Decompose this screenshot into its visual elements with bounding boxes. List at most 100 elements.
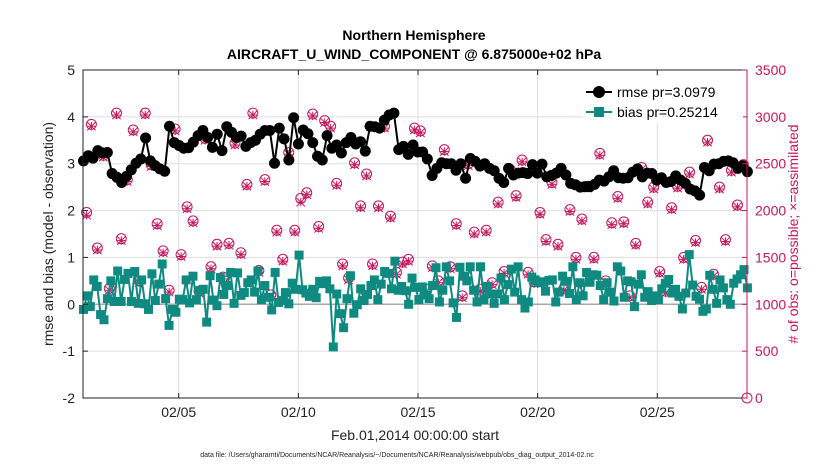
bias-point (486, 289, 496, 299)
obs-assimilated-point (260, 176, 270, 187)
rmse-point (421, 153, 433, 165)
bias-point (407, 273, 417, 283)
obs-assimilated-point (302, 190, 312, 200)
bias-point (92, 281, 102, 291)
bias-point (684, 250, 694, 260)
legend-rmse-label: rmse pr=3.0979 (617, 84, 716, 100)
bias-point (712, 298, 722, 308)
x-axis-ticks: 02/05 02/10 02/15 02/20 02/25 (161, 70, 675, 420)
rmse-point (526, 159, 538, 171)
obs-assimilated-point (296, 197, 306, 207)
obs-assimilated-point (242, 181, 252, 191)
obs-assimilated-point (176, 251, 186, 262)
bias-point (256, 295, 266, 305)
bias-point (102, 294, 112, 304)
obs-assimilated-point (385, 213, 396, 223)
bias-point (496, 273, 506, 283)
obs-assimilated-point (308, 111, 318, 121)
rmse-point (269, 157, 281, 169)
bias-point (85, 302, 95, 312)
y-right-tick-label: 3500 (755, 62, 786, 78)
obs-assimilated-point (691, 237, 701, 247)
bias-point (325, 284, 335, 294)
obs-assimilated-point (541, 236, 551, 247)
y-left-tick-label: 4 (67, 109, 75, 125)
bias-point (438, 285, 448, 295)
rmse-point (402, 148, 414, 160)
obs-assimilated-point (457, 293, 467, 303)
y-left-tick-label: 2 (67, 203, 75, 219)
bias-point (181, 275, 191, 285)
bias-point (383, 268, 393, 278)
bias-point (253, 266, 263, 276)
bias-point (424, 294, 434, 304)
y-right-tick-label: 2000 (755, 203, 786, 219)
bias-point (390, 256, 400, 266)
bias-point (178, 295, 188, 305)
bias-point (599, 295, 609, 305)
bias-point (510, 287, 520, 297)
bias-point (523, 297, 533, 307)
bias-point (609, 296, 619, 306)
y-right-tick-label: 500 (755, 343, 779, 359)
bias-point (96, 310, 106, 320)
bias-point (677, 304, 687, 314)
bias-point (277, 296, 287, 306)
rmse-point (302, 128, 314, 140)
bias-point (164, 320, 174, 330)
y-right-tick-label: 3000 (755, 109, 786, 125)
left-axis-ticks: -2 -1 0 1 2 3 4 5 (63, 62, 88, 406)
y-left-tick-label: 5 (67, 62, 75, 78)
bias-point (503, 280, 513, 290)
bias-point (373, 295, 383, 305)
bias-point (109, 296, 119, 306)
bias-point (137, 275, 147, 285)
bias-point (547, 275, 557, 285)
obs-assimilated-point (667, 205, 677, 215)
obs-assimilated-point (595, 150, 605, 160)
bias-point (404, 299, 414, 309)
bias-point (212, 301, 222, 311)
bias-point (551, 297, 561, 307)
obs-assimilated-point (571, 254, 581, 264)
bias-point (161, 294, 171, 304)
bias-point (653, 295, 663, 305)
bias-point (219, 289, 229, 299)
obs-assimilated-point (439, 146, 449, 157)
bias-point (89, 275, 99, 285)
obs-assimilated-point (643, 199, 653, 209)
rmse-point (694, 189, 706, 201)
rmse-point (288, 112, 300, 124)
rmse-point (632, 163, 644, 175)
bias-point (130, 266, 140, 276)
rmse-point (335, 147, 347, 159)
bias-point (82, 291, 92, 301)
rmse-point (273, 122, 285, 134)
bias-point (417, 282, 427, 292)
rmse-point (307, 137, 319, 149)
rmse-point (216, 145, 228, 157)
rmse-point (331, 139, 343, 151)
bias-point (616, 266, 626, 276)
legend-rmse-marker (593, 86, 605, 98)
bias-point (592, 270, 602, 280)
obs-assimilated-point (451, 221, 461, 231)
bias-point (606, 287, 616, 297)
bias-point (260, 281, 270, 291)
bias-point (386, 284, 396, 294)
rmse-point (560, 169, 572, 181)
obs-assimilated-point (589, 254, 599, 264)
bias-point (561, 276, 571, 286)
bias-point (582, 267, 592, 277)
rmse-point (455, 158, 467, 170)
obs-assimilated-point (111, 110, 122, 120)
obs-assimilated-point (248, 110, 258, 120)
bias-point (116, 296, 126, 306)
obs-assimilated-point (182, 204, 192, 214)
obs-assimilated-point (511, 192, 521, 203)
y-right-tick-label: 1500 (755, 249, 786, 265)
bias-point (506, 264, 516, 274)
obs-assimilated-point (553, 241, 563, 251)
obs-assimilated-point (415, 128, 425, 138)
rmse-point (397, 140, 409, 152)
